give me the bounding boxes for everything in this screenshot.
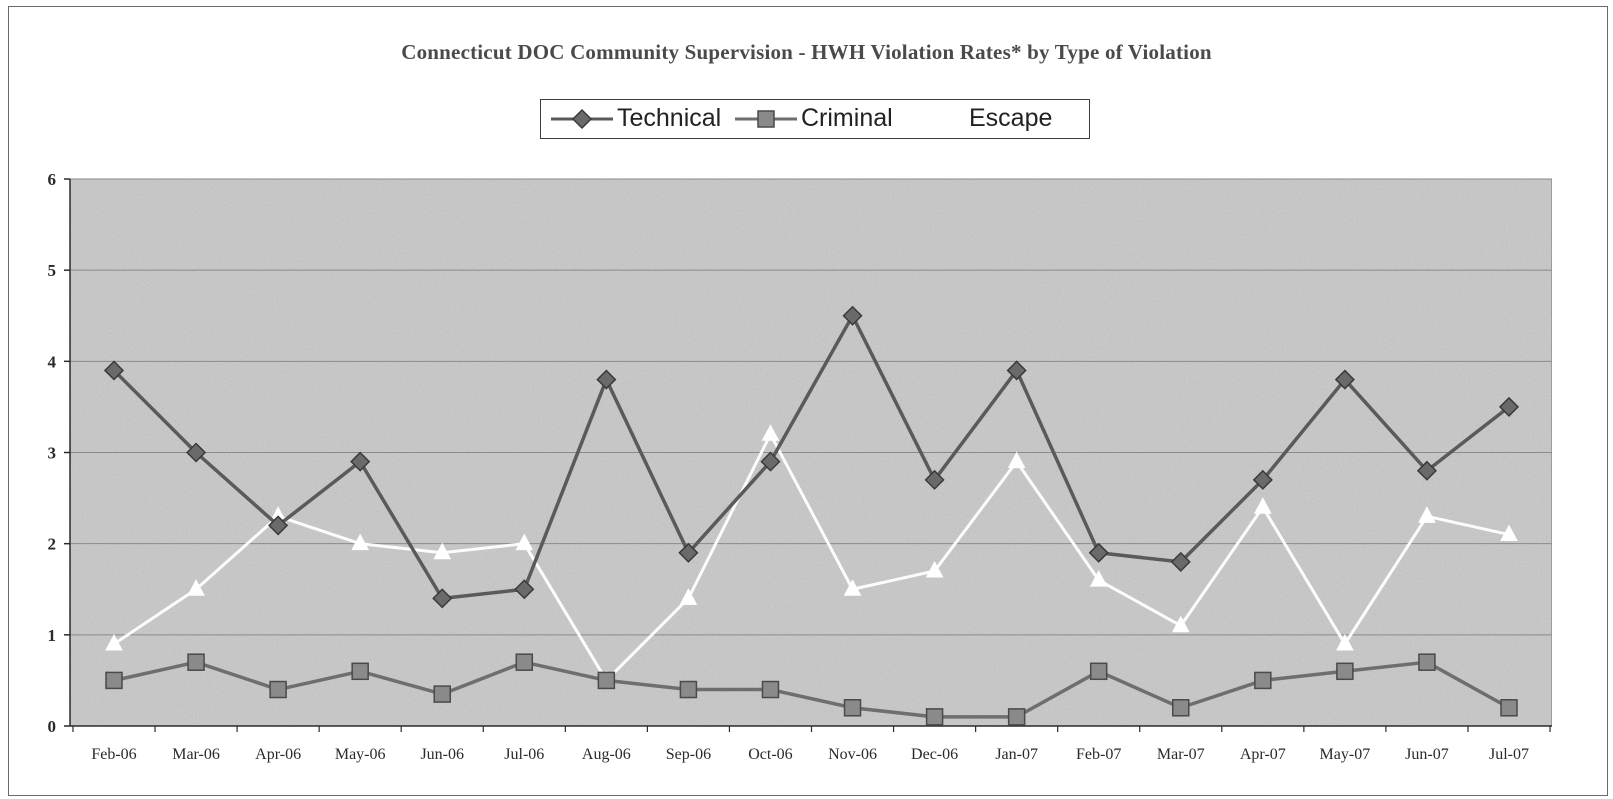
- data-point-criminal: [351, 662, 369, 681]
- legend-item-technical: Technical: [551, 100, 721, 137]
- series-layer: [103, 305, 1520, 726]
- x-tick-label: May-07: [1320, 746, 1371, 763]
- x-tick-label: Jun-06: [420, 746, 464, 763]
- data-point-criminal: [1500, 699, 1518, 717]
- data-point-criminal: [433, 685, 451, 703]
- data-point-technical: [1088, 542, 1109, 563]
- data-point-escape: [843, 579, 862, 596]
- data-point-escape: [1418, 506, 1436, 523]
- data-point-escape: [515, 533, 534, 551]
- chart-legend: Technical Criminal Escape: [540, 99, 1090, 139]
- x-tick-label: Nov-06: [828, 746, 877, 763]
- data-point-escape: [1171, 615, 1190, 633]
- series-line-criminal: [113, 660, 1510, 719]
- y-tick-label: 6: [48, 170, 57, 189]
- series-line-escape: [113, 432, 1510, 682]
- x-tick-label: Feb-07: [1076, 746, 1121, 763]
- data-point-technical: [1498, 396, 1520, 417]
- data-point-technical: [842, 305, 863, 326]
- series-criminal: [105, 653, 1518, 726]
- chart-frame: [8, 6, 1608, 796]
- x-tick-label: Aug-06: [582, 746, 631, 763]
- data-point-technical: [103, 360, 125, 381]
- data-point-technical: [432, 588, 453, 609]
- x-tick-label: Dec-06: [911, 746, 958, 763]
- x-tick-label: Jul-07: [1489, 746, 1529, 763]
- data-point-escape: [1007, 451, 1026, 469]
- y-tick-label: 3: [48, 444, 57, 463]
- x-tick-label: May-06: [335, 746, 386, 763]
- data-point-escape: [1089, 570, 1108, 587]
- legend-marker-square-icon: [735, 109, 797, 128]
- x-tick-label: Sep-06: [666, 746, 711, 763]
- y-tick-label: 1: [48, 626, 57, 645]
- data-point-escape: [1336, 633, 1354, 651]
- x-tick-label: Apr-06: [255, 746, 301, 763]
- legend-marker-diamond-icon: [551, 108, 613, 129]
- chart-title: Connecticut DOC Community Supervision - …: [401, 40, 1212, 64]
- data-point-criminal: [1254, 671, 1272, 690]
- data-point-escape: [1253, 497, 1272, 514]
- legend-label-criminal: Criminal: [801, 104, 893, 132]
- data-point-criminal: [187, 653, 205, 671]
- legend-item-escape: Escape: [903, 100, 1052, 137]
- data-point-criminal: [515, 653, 534, 671]
- x-tick-label: Mar-06: [172, 746, 220, 763]
- data-point-escape: [679, 588, 698, 605]
- legend-marker-triangle-icon: [903, 108, 965, 127]
- data-point-technical: [1334, 369, 1355, 390]
- x-tick-label: Mar-07: [1157, 746, 1205, 763]
- data-point-criminal: [1089, 662, 1108, 681]
- data-point-escape: [351, 533, 370, 551]
- legend-item-criminal: Criminal: [735, 100, 893, 137]
- axes: 0 1 2 3 4 5 6 Feb-06 Mar-06 Apr-06 May-06 Jun-06 Jul…: [48, 170, 1552, 763]
- x-tick-label: Feb-06: [91, 746, 136, 763]
- data-point-technical: [596, 369, 617, 390]
- y-tick-label: 5: [48, 261, 57, 280]
- data-point-technical: [678, 542, 699, 563]
- y-tick-label: 0: [48, 717, 57, 736]
- data-point-technical: [1006, 360, 1027, 381]
- data-point-escape: [187, 579, 205, 596]
- x-tick-label: Jun-07: [1405, 746, 1449, 763]
- data-point-technical: [1416, 460, 1438, 481]
- data-point-escape: [1500, 524, 1518, 542]
- data-point-technical: [268, 515, 289, 536]
- x-tick-label: Jul-06: [504, 746, 544, 763]
- data-point-criminal: [761, 680, 780, 699]
- data-point-criminal: [1336, 662, 1354, 681]
- data-point-technical: [185, 442, 207, 463]
- series-line-technical: [112, 314, 1511, 601]
- data-point-criminal: [1007, 708, 1026, 726]
- y-tick-label: 2: [48, 535, 57, 554]
- data-point-technical: [1252, 469, 1273, 490]
- data-point-technical: [924, 469, 945, 490]
- data-point-technical: [1170, 551, 1191, 572]
- data-point-technical: [760, 451, 781, 472]
- data-point-technical: [514, 579, 535, 600]
- data-point-criminal: [105, 671, 123, 690]
- series-escape: [105, 424, 1518, 687]
- data-point-escape: [925, 560, 944, 578]
- series-technical: [103, 305, 1520, 609]
- data-point-criminal: [679, 680, 698, 699]
- legend-label-escape: Escape: [969, 104, 1053, 132]
- x-tick-label: Oct-06: [748, 746, 792, 763]
- data-point-criminal: [1172, 699, 1190, 717]
- data-point-criminal: [269, 680, 287, 699]
- data-point-criminal: [1418, 653, 1436, 671]
- x-tick-label: Apr-07: [1240, 746, 1286, 763]
- x-tick-label: Jan-07: [995, 746, 1038, 763]
- legend-label-technical: Technical: [617, 104, 722, 132]
- data-point-criminal: [597, 671, 616, 690]
- data-point-escape: [433, 542, 452, 560]
- data-point-escape: [105, 633, 123, 651]
- y-tick-label: 4: [48, 352, 57, 371]
- data-point-criminal: [925, 708, 944, 726]
- data-point-escape: [761, 424, 780, 441]
- data-point-criminal: [843, 699, 862, 717]
- gridlines: [70, 178, 1552, 636]
- data-point-technical: [350, 451, 371, 472]
